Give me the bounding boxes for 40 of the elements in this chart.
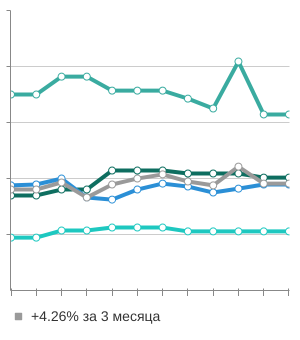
point [158, 224, 167, 232]
point [234, 184, 242, 193]
point [32, 186, 40, 194]
legend-label: +4.26% за 3 месяца [31, 308, 160, 324]
point [209, 181, 218, 190]
point [58, 226, 66, 235]
point [234, 227, 242, 236]
point [108, 166, 116, 175]
point [108, 196, 116, 204]
point [32, 234, 40, 242]
point [184, 170, 192, 178]
point [133, 86, 142, 95]
point [82, 226, 91, 235]
point [133, 174, 142, 183]
point [260, 227, 268, 236]
point [184, 94, 192, 103]
point [133, 166, 142, 175]
point [58, 186, 66, 194]
point [82, 72, 91, 81]
point [209, 188, 218, 197]
point [108, 224, 116, 232]
point [58, 72, 66, 81]
point [108, 86, 116, 95]
point [133, 186, 142, 194]
point [32, 90, 40, 99]
point [58, 178, 66, 186]
point [133, 224, 142, 232]
point [184, 178, 192, 186]
point [260, 110, 268, 118]
point [184, 227, 192, 236]
point [234, 162, 242, 171]
point [209, 104, 218, 112]
point [82, 186, 91, 194]
point [209, 227, 218, 236]
point [234, 170, 242, 178]
point [158, 86, 167, 95]
point [158, 170, 167, 178]
point [108, 180, 116, 188]
point [158, 180, 167, 188]
point [209, 170, 218, 178]
